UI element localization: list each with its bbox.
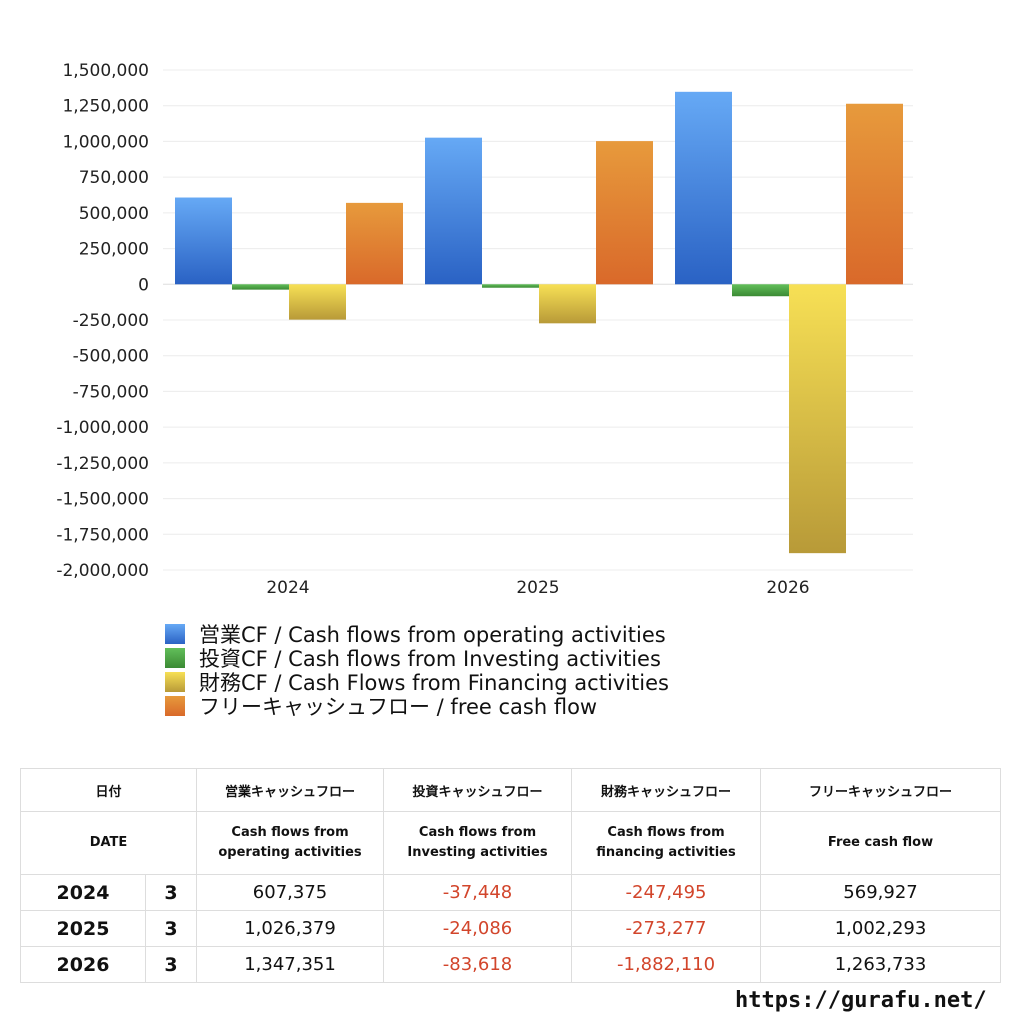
- y-tick-label: 1,500,000: [62, 61, 149, 81]
- y-tick-label: -250,000: [73, 311, 149, 331]
- chart-legend: 営業CF / Cash flows from operating activit…: [165, 622, 669, 719]
- header-free-jp: フリーキャッシュフロー: [760, 768, 1002, 812]
- y-tick-label: -2,000,000: [56, 561, 149, 581]
- header-operating-en: Cash flows from operating activities: [196, 811, 385, 875]
- x-tick-label: 2025: [516, 578, 559, 598]
- legend-swatch-operating: [165, 624, 185, 644]
- bar-investing-2025: [482, 284, 539, 288]
- legend-item-free: フリーキャッシュフロー / free cash flow: [165, 694, 669, 719]
- legend-swatch-free: [165, 696, 185, 716]
- row-operating: 1,026,379: [196, 910, 385, 947]
- bar-operating-2026: [675, 91, 732, 285]
- bar-financing-2026: [789, 284, 846, 554]
- header-operating-jp: 営業キャッシュフロー: [196, 768, 385, 812]
- table-row: 2024 3 607,375 -37,448 -247,495 569,927: [20, 874, 1002, 911]
- header-operating-en-line1: Cash flows from: [231, 825, 349, 840]
- y-tick-label: -1,000,000: [56, 418, 149, 438]
- row-financing: -247,495: [571, 874, 762, 911]
- y-tick-label: -750,000: [73, 382, 149, 402]
- row-financing: -1,882,110: [571, 946, 762, 983]
- row-operating: 607,375: [196, 874, 385, 911]
- y-axis-ticks: 1,500,000 1,250,000 1,000,000 750,000 500,00…: [56, 61, 149, 581]
- bar-free-2024: [346, 202, 403, 285]
- row-free: 1,263,733: [760, 946, 1002, 983]
- y-tick-label: -500,000: [73, 347, 149, 367]
- legend-label-free: フリーキャッシュフロー / free cash flow: [199, 695, 598, 719]
- header-operating-en-line2: operating activities: [218, 845, 362, 860]
- header-financing-en: Cash flows from financing activities: [571, 811, 762, 875]
- header-investing-en-line1: Cash flows from: [418, 825, 537, 840]
- bar-free-2026: [846, 103, 903, 285]
- header-financing-jp: 財務キャッシュフロー: [571, 768, 762, 812]
- row-investing: -24,086: [383, 910, 573, 947]
- grid-lines: [163, 69, 913, 571]
- table-row: 2025 3 1,026,379 -24,086 -273,277 1,002,…: [20, 910, 1002, 947]
- y-tick-label: 1,000,000: [62, 132, 149, 152]
- legend-item-operating: 営業CF / Cash flows from operating activit…: [165, 622, 669, 647]
- y-tick-label: 500,000: [79, 204, 149, 224]
- row-year: 2024: [20, 874, 146, 911]
- header-free-en: Free cash flow: [760, 811, 1002, 875]
- bar-financing-2024: [289, 284, 346, 320]
- row-operating: 1,347,351: [196, 946, 385, 983]
- y-tick-label: 750,000: [79, 168, 149, 188]
- legend-label-operating: 営業CF / Cash flows from operating activit…: [199, 623, 666, 647]
- legend-label-financing: 財務CF / Cash Flows from Financing activit…: [199, 671, 669, 695]
- y-tick-label: -1,500,000: [56, 490, 149, 510]
- bar-free-2025: [596, 141, 653, 285]
- row-month: 3: [144, 874, 198, 911]
- bar-operating-2024: [175, 197, 232, 285]
- table-header-row-jp: 日付 営業キャッシュフロー 投資キャッシュフロー 財務キャッシュフロー フリーキ…: [19, 768, 1002, 812]
- bars: [175, 91, 903, 554]
- header-investing-en-line2: Investing activities: [407, 845, 548, 860]
- y-tick-label: -1,750,000: [56, 525, 149, 545]
- bar-investing-2024: [232, 284, 289, 290]
- header-financing-en-line2: financing activities: [596, 845, 736, 860]
- site-url-text: https://gurafu.net/: [735, 988, 987, 1013]
- header-investing-jp: 投資キャッシュフロー: [383, 768, 573, 812]
- legend-item-financing: 財務CF / Cash Flows from Financing activit…: [165, 670, 669, 695]
- x-axis-ticks: 2024 2025 2026: [266, 578, 809, 598]
- row-month: 3: [144, 910, 198, 947]
- row-month: 3: [144, 946, 198, 983]
- bar-investing-2026: [732, 284, 789, 297]
- row-year: 2026: [20, 946, 146, 983]
- cash-flow-table: 日付 営業キャッシュフロー 投資キャッシュフロー 財務キャッシュフロー フリーキ…: [19, 768, 1002, 983]
- legend-label-investing: 投資CF / Cash flows from Investing activit…: [199, 647, 661, 671]
- y-tick-label: 0: [138, 275, 149, 295]
- header-financing-en-line1: Cash flows from: [607, 825, 725, 840]
- row-free: 1,002,293: [760, 910, 1002, 947]
- row-year: 2025: [20, 910, 146, 947]
- cash-flow-bar-chart: 1,500,000 1,250,000 1,000,000 750,000 500,00…: [56, 61, 913, 598]
- row-free: 569,927: [760, 874, 1002, 911]
- legend-item-investing: 投資CF / Cash flows from Investing activit…: [165, 646, 669, 671]
- y-tick-label: 1,250,000: [62, 97, 149, 117]
- header-date-en: DATE: [19, 811, 198, 875]
- table-header-row-en: DATE Cash flows from operating activitie…: [19, 811, 1002, 875]
- legend-swatch-financing: [165, 672, 185, 692]
- row-financing: -273,277: [571, 910, 762, 947]
- y-tick-label: -1,250,000: [56, 454, 149, 474]
- x-tick-label: 2024: [266, 578, 309, 598]
- header-investing-en: Cash flows from Investing activities: [383, 811, 573, 875]
- table-row: 2026 3 1,347,351 -83,618 -1,882,110 1,26…: [20, 946, 1002, 983]
- row-investing: -83,618: [383, 946, 573, 983]
- x-tick-label: 2026: [766, 578, 809, 598]
- row-investing: -37,448: [383, 874, 573, 911]
- y-tick-label: 250,000: [79, 240, 149, 260]
- bar-operating-2025: [425, 137, 482, 285]
- header-date-jp: 日付: [19, 768, 198, 812]
- bar-financing-2025: [539, 284, 596, 324]
- legend-swatch-investing: [165, 648, 185, 668]
